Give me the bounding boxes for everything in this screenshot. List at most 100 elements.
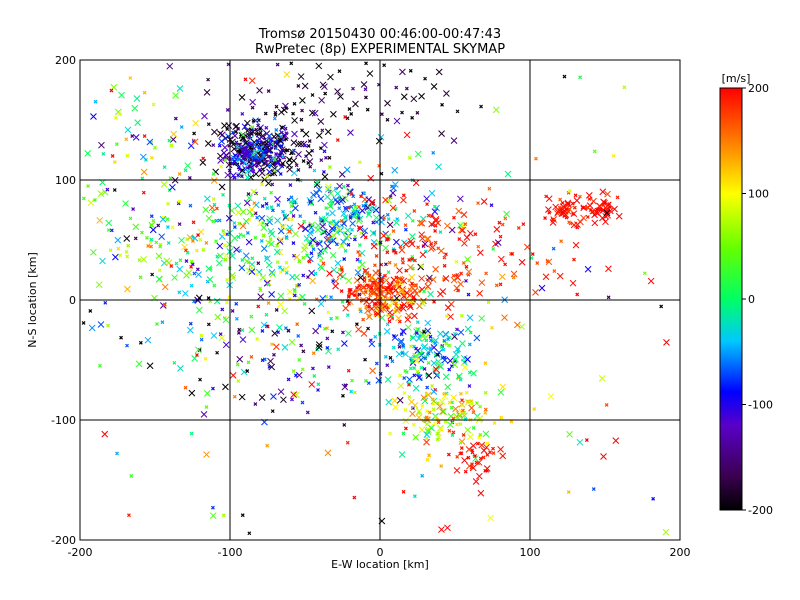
data-point xyxy=(431,401,436,406)
data-points xyxy=(81,61,670,536)
data-point xyxy=(105,219,113,227)
data-point xyxy=(464,264,469,269)
data-point xyxy=(385,363,390,368)
data-point xyxy=(235,362,240,367)
data-point xyxy=(127,513,131,518)
data-point xyxy=(361,227,369,235)
data-point xyxy=(357,253,362,257)
data-point xyxy=(264,279,272,287)
data-point xyxy=(266,140,274,147)
data-point xyxy=(206,296,211,301)
data-point xyxy=(234,202,242,210)
data-point xyxy=(467,370,472,375)
data-point xyxy=(266,132,273,140)
data-point xyxy=(598,207,603,212)
data-point xyxy=(240,513,245,518)
data-point xyxy=(545,195,553,203)
data-point xyxy=(404,370,409,375)
data-point xyxy=(151,102,156,107)
data-point xyxy=(140,168,148,176)
data-point xyxy=(569,279,577,287)
data-point xyxy=(382,244,390,252)
data-point xyxy=(95,281,103,289)
data-point xyxy=(439,408,446,415)
data-point xyxy=(128,216,133,221)
data-point xyxy=(276,324,283,331)
data-point xyxy=(464,325,472,333)
data-point xyxy=(212,202,217,207)
data-point xyxy=(140,256,148,263)
data-point xyxy=(355,326,362,333)
data-point xyxy=(492,421,497,425)
data-point xyxy=(467,384,472,388)
data-point xyxy=(384,376,392,383)
data-point xyxy=(311,247,316,252)
data-point xyxy=(133,95,141,102)
data-point xyxy=(223,257,228,262)
data-point xyxy=(397,319,402,324)
data-point xyxy=(456,195,464,203)
data-point xyxy=(353,234,358,239)
data-point xyxy=(498,234,503,239)
data-point xyxy=(451,273,456,278)
data-point xyxy=(547,210,552,215)
data-point xyxy=(232,394,237,399)
data-point xyxy=(407,394,412,399)
data-point xyxy=(543,216,547,220)
data-point xyxy=(366,70,374,77)
data-point xyxy=(244,174,252,181)
data-point xyxy=(490,325,494,330)
data-point xyxy=(362,268,367,273)
data-point xyxy=(485,452,490,457)
data-point xyxy=(278,172,283,176)
data-point xyxy=(251,141,258,149)
data-point xyxy=(428,220,435,228)
data-point xyxy=(192,131,197,136)
data-point xyxy=(461,239,468,247)
data-point xyxy=(398,373,403,378)
data-point xyxy=(260,204,265,209)
data-point xyxy=(326,270,333,277)
data-point xyxy=(194,248,199,253)
data-point xyxy=(357,283,362,288)
data-point xyxy=(236,379,241,383)
data-point xyxy=(402,240,410,248)
data-point xyxy=(311,366,315,371)
data-point xyxy=(383,328,391,335)
data-point xyxy=(201,247,206,252)
data-point xyxy=(296,333,301,338)
data-point xyxy=(422,289,426,294)
data-point xyxy=(301,255,306,260)
data-point xyxy=(547,392,555,400)
data-point xyxy=(503,210,510,218)
data-point xyxy=(308,199,313,204)
data-point xyxy=(329,209,336,217)
data-point xyxy=(259,182,264,187)
data-point xyxy=(476,290,484,297)
data-point xyxy=(114,116,118,120)
data-point xyxy=(373,334,378,339)
data-point xyxy=(394,305,402,313)
data-point xyxy=(374,220,379,224)
data-point xyxy=(166,241,171,245)
data-point xyxy=(420,473,425,478)
data-point xyxy=(482,430,490,438)
data-point xyxy=(372,269,380,277)
data-point xyxy=(267,227,275,235)
data-point xyxy=(158,233,166,241)
data-point xyxy=(398,246,406,254)
data-point xyxy=(101,151,106,156)
data-point xyxy=(337,69,342,74)
data-point xyxy=(272,157,277,162)
data-point xyxy=(275,260,280,265)
data-point xyxy=(244,167,252,175)
data-point xyxy=(160,181,168,188)
data-point xyxy=(293,273,300,281)
data-point xyxy=(424,422,429,427)
data-point xyxy=(288,338,296,346)
data-point xyxy=(420,394,428,402)
data-point xyxy=(250,256,255,261)
data-point xyxy=(459,446,464,450)
data-point xyxy=(431,150,436,155)
data-point xyxy=(399,328,407,335)
